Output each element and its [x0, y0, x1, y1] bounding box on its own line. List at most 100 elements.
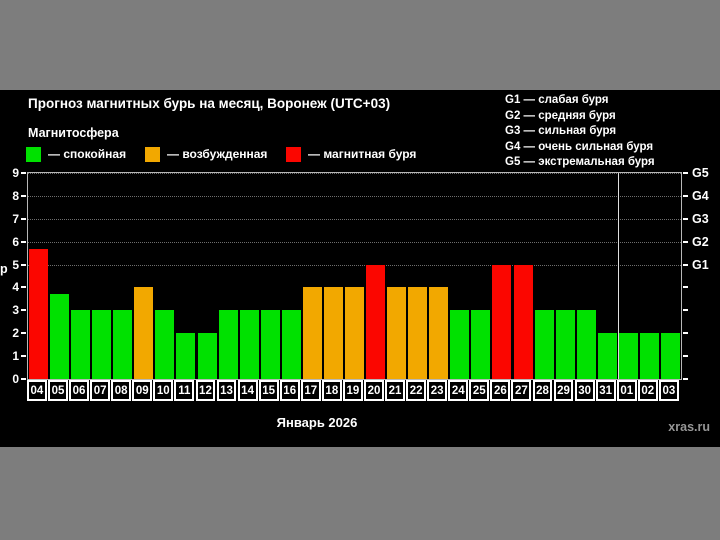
storm-color-swatch: [286, 146, 301, 162]
left-tick-6: [21, 240, 26, 243]
ytick-label-8: 8: [12, 188, 19, 203]
gridline-kp7: [28, 218, 681, 220]
ytick-label-2: 2: [12, 326, 19, 341]
date-cell-24: 24: [448, 380, 469, 401]
bar-day-12: [197, 333, 217, 379]
right-tick-7: [683, 217, 688, 220]
bar-day-19: [345, 287, 364, 379]
bar-day-29: [555, 310, 575, 379]
watermark: xras.ru: [668, 420, 710, 434]
date-cell-11: 11: [174, 380, 195, 401]
date-cell-21: 21: [385, 380, 405, 401]
date-cell-12: 12: [195, 380, 216, 401]
bar-day-18: [323, 287, 343, 379]
chart-title: Прогноз магнитных бурь на месяц, Воронеж…: [28, 96, 391, 111]
date-cell-29: 29: [553, 380, 574, 401]
date-cell-18: 18: [321, 380, 342, 401]
right-tick-5: [683, 263, 688, 266]
bar-day-27: [513, 264, 533, 379]
right-tick-0: [683, 378, 688, 380]
bar-day-16: [281, 310, 301, 379]
g-axis-label-g4: G4: [692, 188, 709, 203]
date-cell-03: 03: [658, 380, 679, 401]
right-tick-6: [683, 240, 688, 243]
left-tick-0: [21, 378, 26, 380]
bar-day-17: [302, 287, 322, 379]
bar-day-06: [71, 310, 91, 379]
right-tick-3: [683, 309, 688, 312]
gridline-kp9: [28, 173, 681, 174]
g-scale-legend: G1 — слабая буря G2 — средняя буря G3 — си…: [505, 93, 655, 171]
date-cell-19: 19: [342, 380, 363, 401]
bar-day-21: [387, 287, 407, 379]
date-axis: 04 05 06 07 08 09 10 11 12 13 14 15 16 17 18 19 20 21 22 23…: [0, 380, 720, 404]
left-tick-4: [21, 286, 26, 289]
ytick-label-9: 9: [12, 166, 19, 180]
bar-day-25: [471, 310, 491, 379]
ytick-label-5: 5: [12, 257, 19, 272]
right-tick-8: [683, 194, 688, 197]
bar-day-23: [429, 287, 449, 379]
month-label: Январь 2026: [276, 415, 358, 430]
g-legend-line-g3: G3 — сильная буря: [505, 125, 617, 137]
left-tick-3: [21, 309, 26, 312]
date-cell-20: 20: [364, 380, 384, 401]
g-legend-line-g5: G5 — экстремальная буря: [505, 156, 655, 168]
status-legend: — спокойная — возбужденная — магнитная бур…: [0, 146, 500, 164]
ytick-label-6: 6: [12, 234, 19, 249]
date-cell-08: 08: [111, 380, 132, 401]
date-cell-02: 02: [637, 380, 658, 401]
bar-day-22: [408, 287, 428, 379]
date-cell-09: 09: [132, 380, 153, 401]
date-cell-22: 22: [406, 380, 427, 401]
g-axis-label-g1: G1: [692, 257, 709, 272]
date-cell-01: 01: [616, 380, 637, 401]
g-legend-line-g4: G4 — очень сильная буря: [505, 140, 654, 153]
bar-day-03: [660, 333, 680, 379]
left-tick-5: [21, 263, 26, 266]
month-separator-line: [617, 173, 619, 379]
gridline-kp6: [28, 241, 681, 243]
date-cell-04: 04: [27, 380, 47, 401]
ytick-label-3: 3: [12, 303, 19, 318]
ytick-label-7: 7: [12, 211, 19, 226]
left-tick-8: [21, 194, 26, 197]
bar-day-28: [534, 310, 554, 379]
gridline-kp8: [28, 195, 681, 197]
bar-day-13: [218, 310, 238, 379]
right-tick-9: [683, 172, 688, 174]
legend-item-excited: — возбужденная: [145, 146, 267, 162]
g-axis-label-g2: G2: [692, 234, 709, 249]
left-tick-9: [21, 172, 26, 174]
date-cell-07: 07: [90, 380, 111, 401]
bar-day-15: [260, 310, 280, 379]
left-tick-7: [21, 217, 26, 220]
bar-day-02: [639, 333, 659, 379]
date-cell-06: 06: [69, 380, 89, 401]
chart-panel: Прогноз магнитных бурь на месяц, Воронеж…: [0, 90, 720, 447]
excited-color-swatch: [145, 146, 160, 162]
bar-day-26: [492, 264, 512, 379]
legend-item-storm: — магнитная буря: [286, 146, 416, 162]
g-axis-label-g3: G3: [692, 211, 709, 226]
date-cell-17: 17: [300, 380, 321, 401]
date-cell-25: 25: [469, 380, 490, 401]
gridline-kp5: [28, 264, 681, 266]
date-cell-26: 26: [490, 380, 511, 401]
g-legend-line-g1: G1 — слабая буря: [505, 94, 609, 106]
bar-day-20: [366, 264, 386, 379]
magnetosphere-subtitle: Магнитосфера: [28, 126, 119, 140]
bar-day-09: [134, 287, 154, 379]
date-cell-27: 27: [511, 380, 532, 401]
g-legend-line-g2: G2 — средняя буря: [505, 109, 616, 122]
bar-day-08: [113, 310, 133, 379]
bar-day-30: [576, 310, 596, 379]
bar-day-01: [618, 333, 638, 379]
bar-day-04: [29, 248, 49, 379]
date-cell-23: 23: [427, 380, 448, 401]
date-cell-31: 31: [595, 380, 616, 401]
right-tick-2: [683, 332, 688, 335]
right-tick-4: [683, 286, 688, 289]
ytick-label-0: 0: [12, 372, 19, 386]
